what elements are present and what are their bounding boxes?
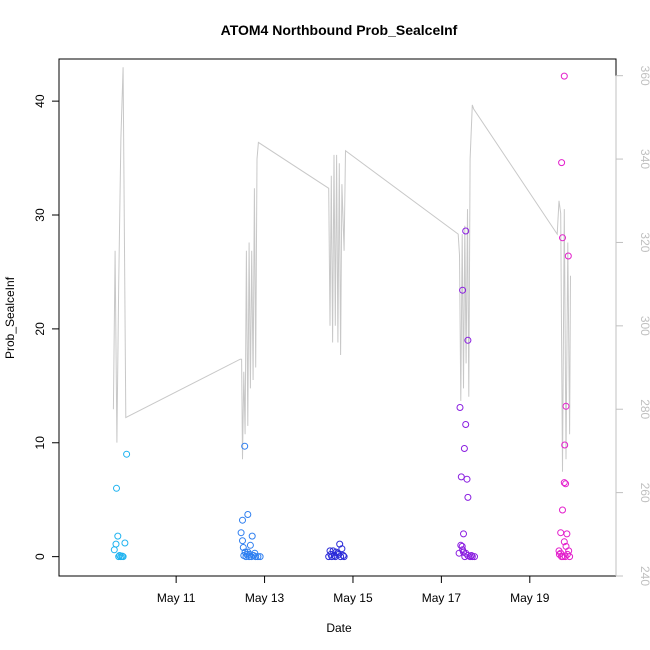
y-tick-label-0: 0 — [33, 553, 47, 560]
scatter-point-s1-p13 — [256, 553, 264, 561]
scatter-point-s3-p17 — [471, 553, 478, 561]
scatter-point-s3-p19 — [458, 542, 466, 550]
scatter-point-s1-p20 — [251, 549, 259, 557]
scatter-point-s1-p11 — [252, 553, 260, 561]
scatter-point-s1-p16 — [248, 532, 256, 540]
scatter-point-s0-p3 — [114, 532, 122, 540]
scatter-point-s0-p0 — [113, 484, 120, 492]
scatter-point-s3-p9 — [460, 530, 467, 538]
x-tick-label-2: May 15 — [333, 591, 373, 605]
scatter-point-s4-p0 — [560, 72, 568, 80]
scatter-point-s4-p2 — [559, 234, 566, 242]
x-axis-label: Date — [326, 621, 352, 635]
y2-tick-label-0: 240 — [638, 566, 650, 586]
y-tick-label-4: 40 — [33, 94, 47, 108]
y2-tick-label-6: 360 — [638, 66, 650, 86]
scatter-point-s3-p16 — [468, 553, 476, 561]
scatter-point-s3-p2 — [462, 227, 470, 235]
scatter-point-s4-p5 — [561, 441, 569, 449]
scatter-point-s4-p6 — [562, 480, 570, 488]
y2-tick-label-4: 320 — [638, 232, 650, 252]
secondary-line-layer — [112, 67, 571, 472]
scatter-point-s3-p6 — [457, 473, 465, 481]
scatter-point-s1-p19 — [246, 550, 253, 558]
scatter-point-s1-p5 — [239, 544, 247, 551]
scatter-point-s3-p8 — [464, 493, 472, 501]
scatter-point-s4-p1 — [558, 159, 566, 167]
y2-tick-label-3: 300 — [638, 316, 650, 336]
scatter-point-s4-p10 — [563, 530, 571, 538]
scatter-point-s1-p4 — [239, 537, 246, 545]
scatter-point-s3-p3 — [464, 336, 472, 344]
scatter-point-s0-p8 — [121, 539, 129, 547]
scatter-point-s3-p12 — [455, 549, 463, 557]
scatter-point-s2-p13 — [326, 547, 334, 555]
scatter-point-s4-p4 — [562, 402, 570, 410]
y-axis-label: Prob_SealceInf — [3, 276, 17, 359]
scatter-point-s4-p18 — [563, 550, 571, 558]
scatter-points-layer — [110, 72, 574, 561]
scatter-point-s1-p1 — [244, 511, 252, 518]
scatter-point-s4-p17 — [561, 553, 569, 561]
scatter-point-s0-p2 — [112, 540, 120, 548]
scatter-point-s0-p7 — [116, 552, 124, 559]
scatter-point-s4-p7 — [560, 479, 568, 487]
chart-title: ATOM4 Northbound Prob_SealceInf — [221, 22, 458, 38]
scatter-point-s4-p11 — [560, 538, 568, 546]
scatter-point-s0-p10 — [118, 552, 126, 560]
scatter-point-s0-p9 — [123, 450, 131, 458]
x-tick-label-3: May 17 — [422, 591, 462, 605]
scatter-point-s0-p4 — [115, 553, 123, 561]
y2-axis: 240 260 280 300 320 340 360 — [615, 66, 650, 586]
scatter-point-s3-p4 — [462, 421, 470, 428]
y2-tick-label-5: 340 — [638, 149, 650, 169]
scatter-point-s3-p20 — [461, 553, 469, 561]
y-axis: 0 10 20 30 40 — [33, 94, 60, 560]
y-tick-label-2: 20 — [33, 322, 47, 336]
scatter-point-s1-p3 — [237, 529, 245, 537]
secondary-series-line — [112, 67, 571, 472]
scatter-point-s4-p8 — [559, 506, 566, 514]
y2-tick-label-1: 260 — [638, 483, 650, 503]
scatter-point-s2-p14 — [339, 552, 347, 559]
x-tick-label-4: May 19 — [510, 591, 550, 605]
scatter-point-s3-p1 — [459, 286, 467, 294]
scatter-point-s4-p21 — [566, 553, 574, 561]
scatter-point-s2-p11 — [335, 550, 343, 558]
y-tick-label-1: 10 — [33, 436, 47, 450]
scatter-point-s3-p5 — [460, 445, 468, 452]
scatter-point-s3-p15 — [466, 553, 474, 561]
x-tick-label-1: May 13 — [245, 591, 285, 605]
scatter-point-s3-p0 — [456, 404, 464, 411]
scatter-point-s1-p2 — [239, 516, 246, 524]
x-tick-label-0: May 11 — [157, 591, 196, 605]
y2-tick-label-2: 280 — [638, 399, 650, 419]
scatter-point-s3-p10 — [457, 541, 465, 549]
scatter-point-s1-p17 — [246, 541, 254, 549]
scatter-point-s4-p16 — [559, 553, 567, 561]
scatter-point-s4-p3 — [564, 252, 572, 260]
x-axis: May 11 May 13 May 15 May 17 May 19 — [157, 575, 550, 605]
scatter-point-s4-p20 — [555, 550, 563, 558]
scatter-point-s2-p6 — [338, 545, 346, 553]
scatter-point-s3-p7 — [463, 475, 471, 483]
scatter-point-s3-p21 — [467, 552, 475, 559]
scatter-point-s1-p0 — [241, 442, 249, 450]
y-tick-label-3: 30 — [33, 208, 47, 222]
